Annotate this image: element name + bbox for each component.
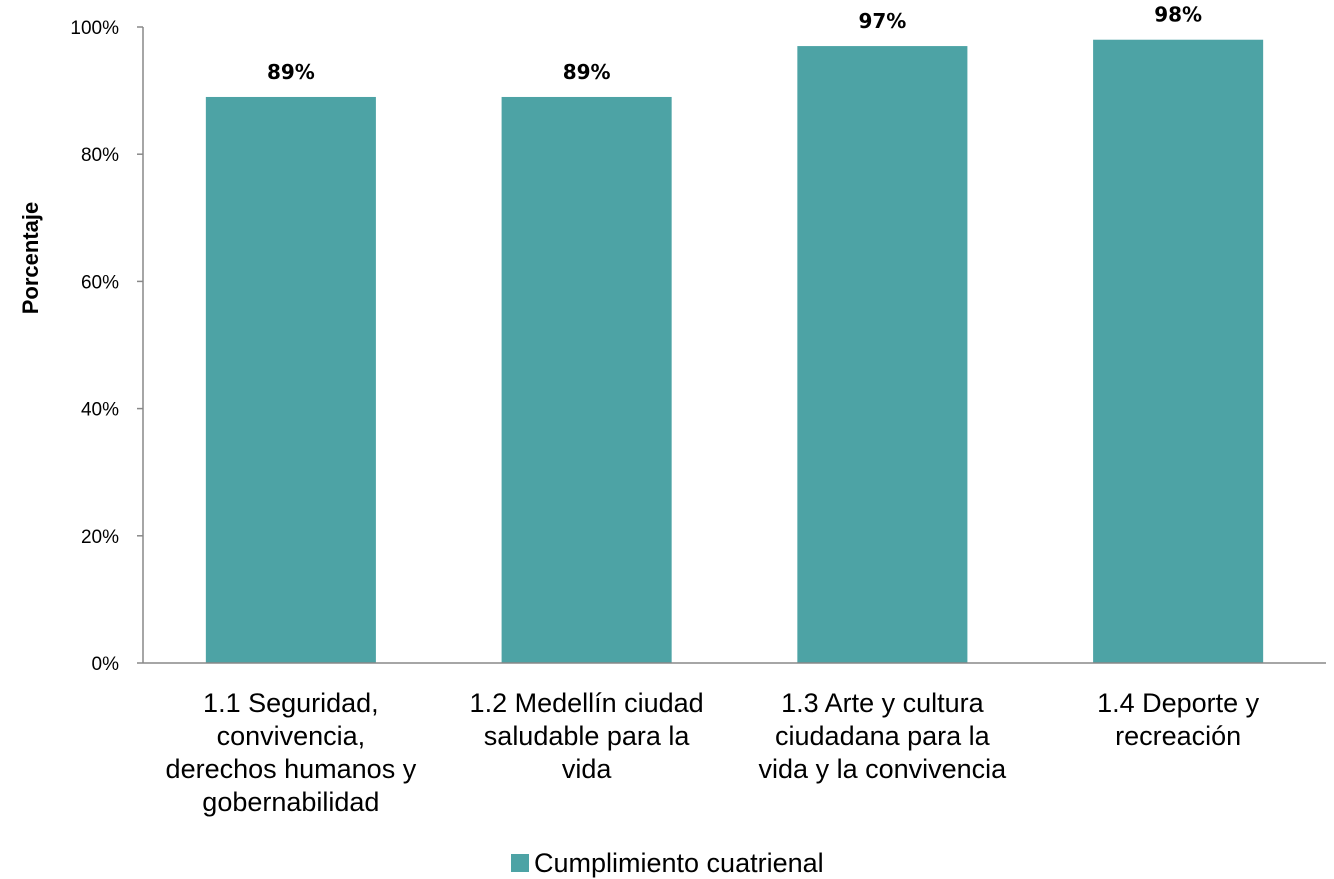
bar (797, 46, 968, 663)
x-category-label: 1.3 Arte y cultura (781, 688, 985, 718)
bar (205, 96, 376, 663)
y-axis-ticks: 0% 20% 40% 60% 80% 100% (70, 18, 143, 675)
x-category-label: convivencia, (217, 721, 366, 751)
x-category-label: gobernabilidad (202, 787, 379, 817)
x-category-label: saludable para la (484, 721, 691, 751)
y-tick-label: 60% (81, 272, 119, 293)
y-tick-label: 20% (81, 527, 119, 548)
x-category-label: 1.2 Medellín ciudad (470, 688, 704, 718)
x-category-label: 1.4 Deporte y (1097, 688, 1260, 718)
bars (205, 39, 1264, 664)
x-category-label: ciudadana para la (775, 721, 991, 751)
bar (1093, 39, 1264, 664)
data-labels: 89% 89% 97% 98% (267, 3, 1202, 84)
x-category-label: derechos humanos y (166, 754, 417, 784)
x-category-label: vida (562, 754, 613, 784)
bar-value-label: 97% (858, 9, 906, 33)
bar (501, 96, 672, 663)
x-axis-labels: 1.1 Seguridad,convivencia,derechos human… (166, 688, 1260, 817)
x-category-label: 1.1 Seguridad, (203, 688, 379, 718)
y-tick-label: 0% (92, 654, 120, 675)
x-category-label: recreación (1115, 721, 1241, 751)
legend-swatch (511, 854, 529, 872)
y-axis-title: Porcentaje (18, 202, 43, 315)
bar-value-label: 89% (267, 60, 315, 84)
legend-label: Cumplimiento cuatrienal (534, 848, 824, 878)
bar-value-label: 98% (1154, 3, 1202, 27)
y-tick-label: 40% (81, 400, 119, 421)
x-category-label: vida y la convivencia (759, 754, 1008, 784)
y-tick-label: 80% (81, 145, 119, 166)
y-tick-label: 100% (70, 18, 119, 39)
bar-value-label: 89% (563, 60, 611, 84)
legend: Cumplimiento cuatrienal (511, 848, 824, 878)
